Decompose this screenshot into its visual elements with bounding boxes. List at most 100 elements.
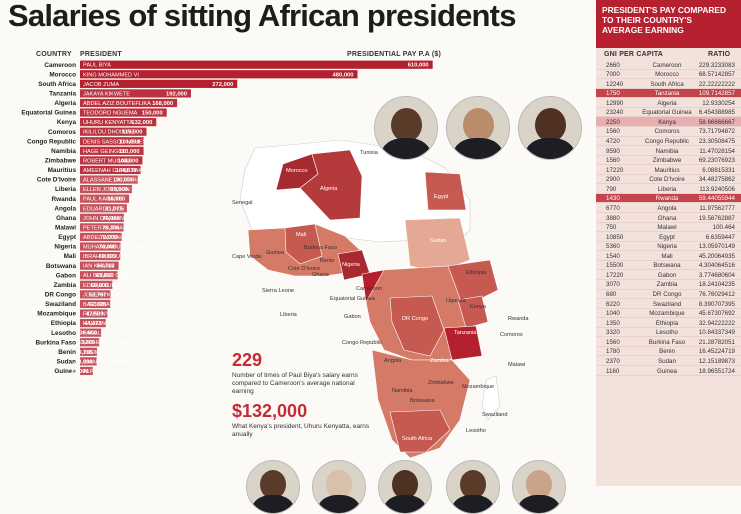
map-label-ghana: Ghana [312, 272, 329, 278]
country-cell: Rwanda [655, 195, 679, 203]
value-label: 47,500 [86, 312, 104, 318]
president-label: ALASSANE OUTTARA [83, 178, 141, 184]
gni-cell: 790 [606, 185, 617, 193]
chart-title: Salaries of sitting African presidents [8, 0, 516, 33]
country-label: South Africa [38, 81, 76, 88]
country-label: Liberia [55, 186, 76, 193]
country-label: Tanzania [49, 91, 76, 98]
value-label: 69,609 [99, 254, 118, 260]
ratio-row: 4720 Congo Republic 23.30508475 [596, 137, 741, 147]
map-region-south-africa [389, 409, 451, 453]
stats-callout: 229 Number of times of Paul Biya's salar… [232, 350, 372, 439]
map-label-gabon: Gabon [344, 314, 361, 320]
country-cell: Lesotho [655, 329, 679, 337]
gni-cell: 2370 [606, 357, 620, 365]
ratio-row: 1540 Mali 45.20064935 [596, 251, 741, 261]
country-label: Benin [58, 349, 76, 356]
ratio-row: 3320 Lesotho 10.84337349 [596, 328, 741, 338]
panel-title-line-2: TO THEIR COUNTRY'S [602, 15, 692, 25]
gni-cell: 2660 [606, 61, 620, 69]
ratio-cell: 6.08815331 [702, 166, 735, 174]
ratio-cell: 109.7142857 [698, 90, 735, 98]
country-label: Egypt [58, 234, 77, 241]
value-label: 52,787 [89, 292, 107, 298]
value-label: 75,346 [102, 225, 121, 231]
gni-cell: 7000 [606, 71, 620, 79]
ratio-cell: 6.6359447 [705, 233, 735, 241]
ratio-cell: 73.71794872 [698, 128, 735, 136]
ratio-row: 12240 South Africa 22.22222222 [596, 79, 741, 89]
gni-cell: 12240 [606, 80, 624, 88]
ratio-cell: 16.45224719 [698, 348, 735, 356]
gni-cell: 4720 [606, 138, 620, 145]
president-label: ABDEL AZIZ BOUTEFLIKA [83, 101, 151, 107]
country-label: Mali [64, 253, 77, 260]
map-label-mauritius: Mauritius [258, 224, 281, 230]
map-label-tanzania: Tanzania [454, 330, 477, 336]
country-cell: Guinea [657, 367, 677, 375]
president-label: JACOB ZUMA [83, 82, 119, 88]
country-cell: Mauritius [654, 166, 680, 174]
country-cell: Liberia [657, 185, 677, 193]
president-portrait-bottom-5 [512, 460, 566, 514]
country-cell: Congo Republic [644, 138, 690, 145]
salary-bar [80, 98, 178, 108]
ratio-row: 17220 Gabon 3.774680604 [596, 270, 741, 280]
country-label: Mauritius [48, 167, 77, 174]
value-label: 90,000 [110, 187, 128, 193]
map-label-liberia: Liberia [280, 312, 297, 318]
ratio-table: 2660 Cameroon 229.3233083 7000 Morocco 68.571… [596, 60, 741, 376]
salary-bar [80, 108, 167, 117]
map-label-zambia: Zambia [430, 358, 449, 364]
ratio-row: 1040 Mozambique 45.67307692 [596, 309, 741, 319]
country-label: Cote D'Ivoire [37, 177, 77, 184]
country-cell: Equatorial Guinea [642, 109, 692, 117]
map-region-drc [389, 295, 445, 357]
salary-bar [80, 137, 144, 146]
value-label: 33,206 [77, 340, 96, 346]
map-label-sierra: Sierra Leone [262, 288, 295, 294]
salary-bar [80, 261, 119, 270]
gni-cell: 1780 [606, 348, 620, 356]
country-label: Guinea [54, 368, 76, 375]
ratio-cell: 68.57142857 [698, 71, 735, 79]
ratio-row: 7000 Morocco 68.57142857 [596, 70, 741, 80]
country-cell: Ethiopia [655, 319, 679, 327]
ratio-row: 1750 Tanzania 109.7142857 [596, 88, 741, 99]
gni-cell: 1430 [606, 195, 620, 203]
president-label: MUHAMMADU BUHARI [83, 245, 144, 251]
president-label: FILIPE NYUSI [83, 312, 119, 318]
president-label: IKILILOU DHOININE [83, 130, 135, 136]
ratio-row: 680 DR Congo 76.76029412 [596, 290, 741, 300]
gni-cell: 17220 [606, 166, 624, 174]
country-cell: Cote D'Ivoire [649, 176, 685, 184]
country-label: Botswana [46, 263, 77, 270]
salary-bar [80, 204, 127, 213]
ratio-cell: 21.28782051 [698, 338, 735, 346]
country-cell: Comoros [654, 128, 680, 136]
ratio-row: 1780 Benin 16.45224719 [596, 347, 741, 357]
president-label: ALPHA CONDE [83, 369, 123, 375]
map-label-south-africa: South Africa [402, 436, 433, 442]
ratio-row: 12990 Algeria 12.9330254 [596, 98, 741, 108]
president-portrait-bottom-2 [312, 460, 366, 514]
president-label: ALI BONGO ODIMBA [83, 273, 138, 279]
value-label: 110,000 [119, 149, 140, 155]
president-label: PAUL BIYA [83, 63, 111, 69]
president-label: TEODORO NGUEMA [83, 111, 138, 117]
country-cell: Ghana [657, 214, 677, 222]
gni-cell: 3070 [606, 281, 620, 289]
map-label-senegal: Senegal [232, 200, 253, 206]
country-label: Comoros [48, 129, 76, 136]
country-cell: Egypt [659, 233, 675, 241]
country-label: Algeria [54, 100, 76, 107]
gni-cell: 12990 [606, 99, 624, 107]
map-label-guinea: Guinea [266, 250, 285, 256]
pay-axis-label: PRESIDENTIAL PAY P.A ($) [347, 51, 442, 58]
map-label-eqg: Equatorial Guinea [330, 296, 375, 302]
president-label: DENIS SASSOU NGUESSO [83, 139, 155, 145]
ratio-row: 1430 Rwanda 59.44055944 [596, 193, 741, 204]
gni-cell: 5360 [606, 243, 620, 251]
country-label: Rwanda [51, 196, 76, 203]
map-label-kenya: Kenya [470, 304, 486, 310]
